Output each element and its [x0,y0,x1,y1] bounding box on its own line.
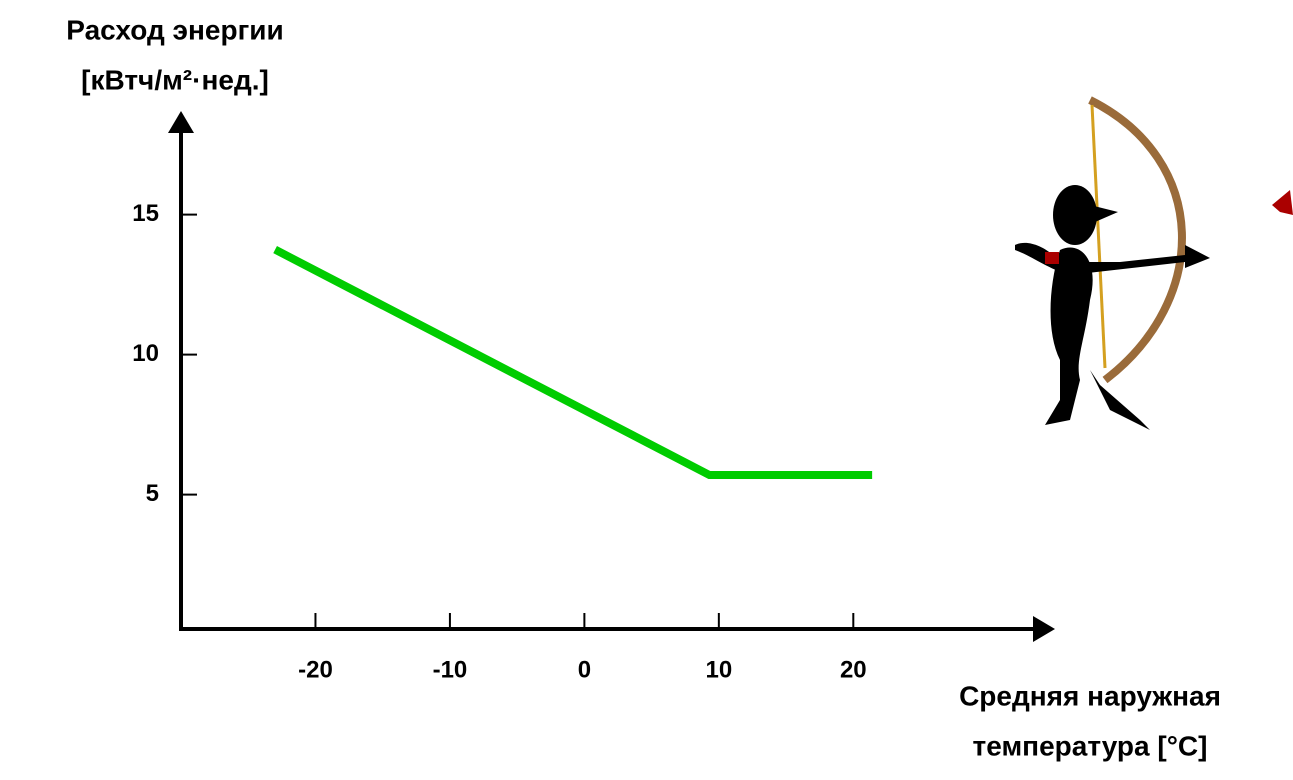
x-axis-label: Средняя наружная [959,680,1221,711]
x-tick-label: -10 [433,656,468,683]
x-tick-label: 0 [578,656,591,683]
y-axis-arrow [168,111,194,133]
x-axis-arrow [1033,616,1055,642]
y-axis-label: Расход энергии [66,14,283,45]
y-tick-label: 5 [146,480,159,507]
data-line [275,250,872,475]
y-tick-label: 10 [132,340,159,367]
x-tick-label: -20 [298,656,333,683]
archer-clipart [1015,100,1293,430]
x-tick-label: 10 [705,656,732,683]
y-axis-label: [кВтч/м²·нед.] [81,64,269,95]
chart: Расход энергии [кВтч/м²·нед.] Средняя на… [0,0,1293,780]
y-tick-label: 15 [132,200,159,227]
x-tick-label: 20 [840,656,867,683]
x-axis-label: температура [°C] [973,730,1208,761]
